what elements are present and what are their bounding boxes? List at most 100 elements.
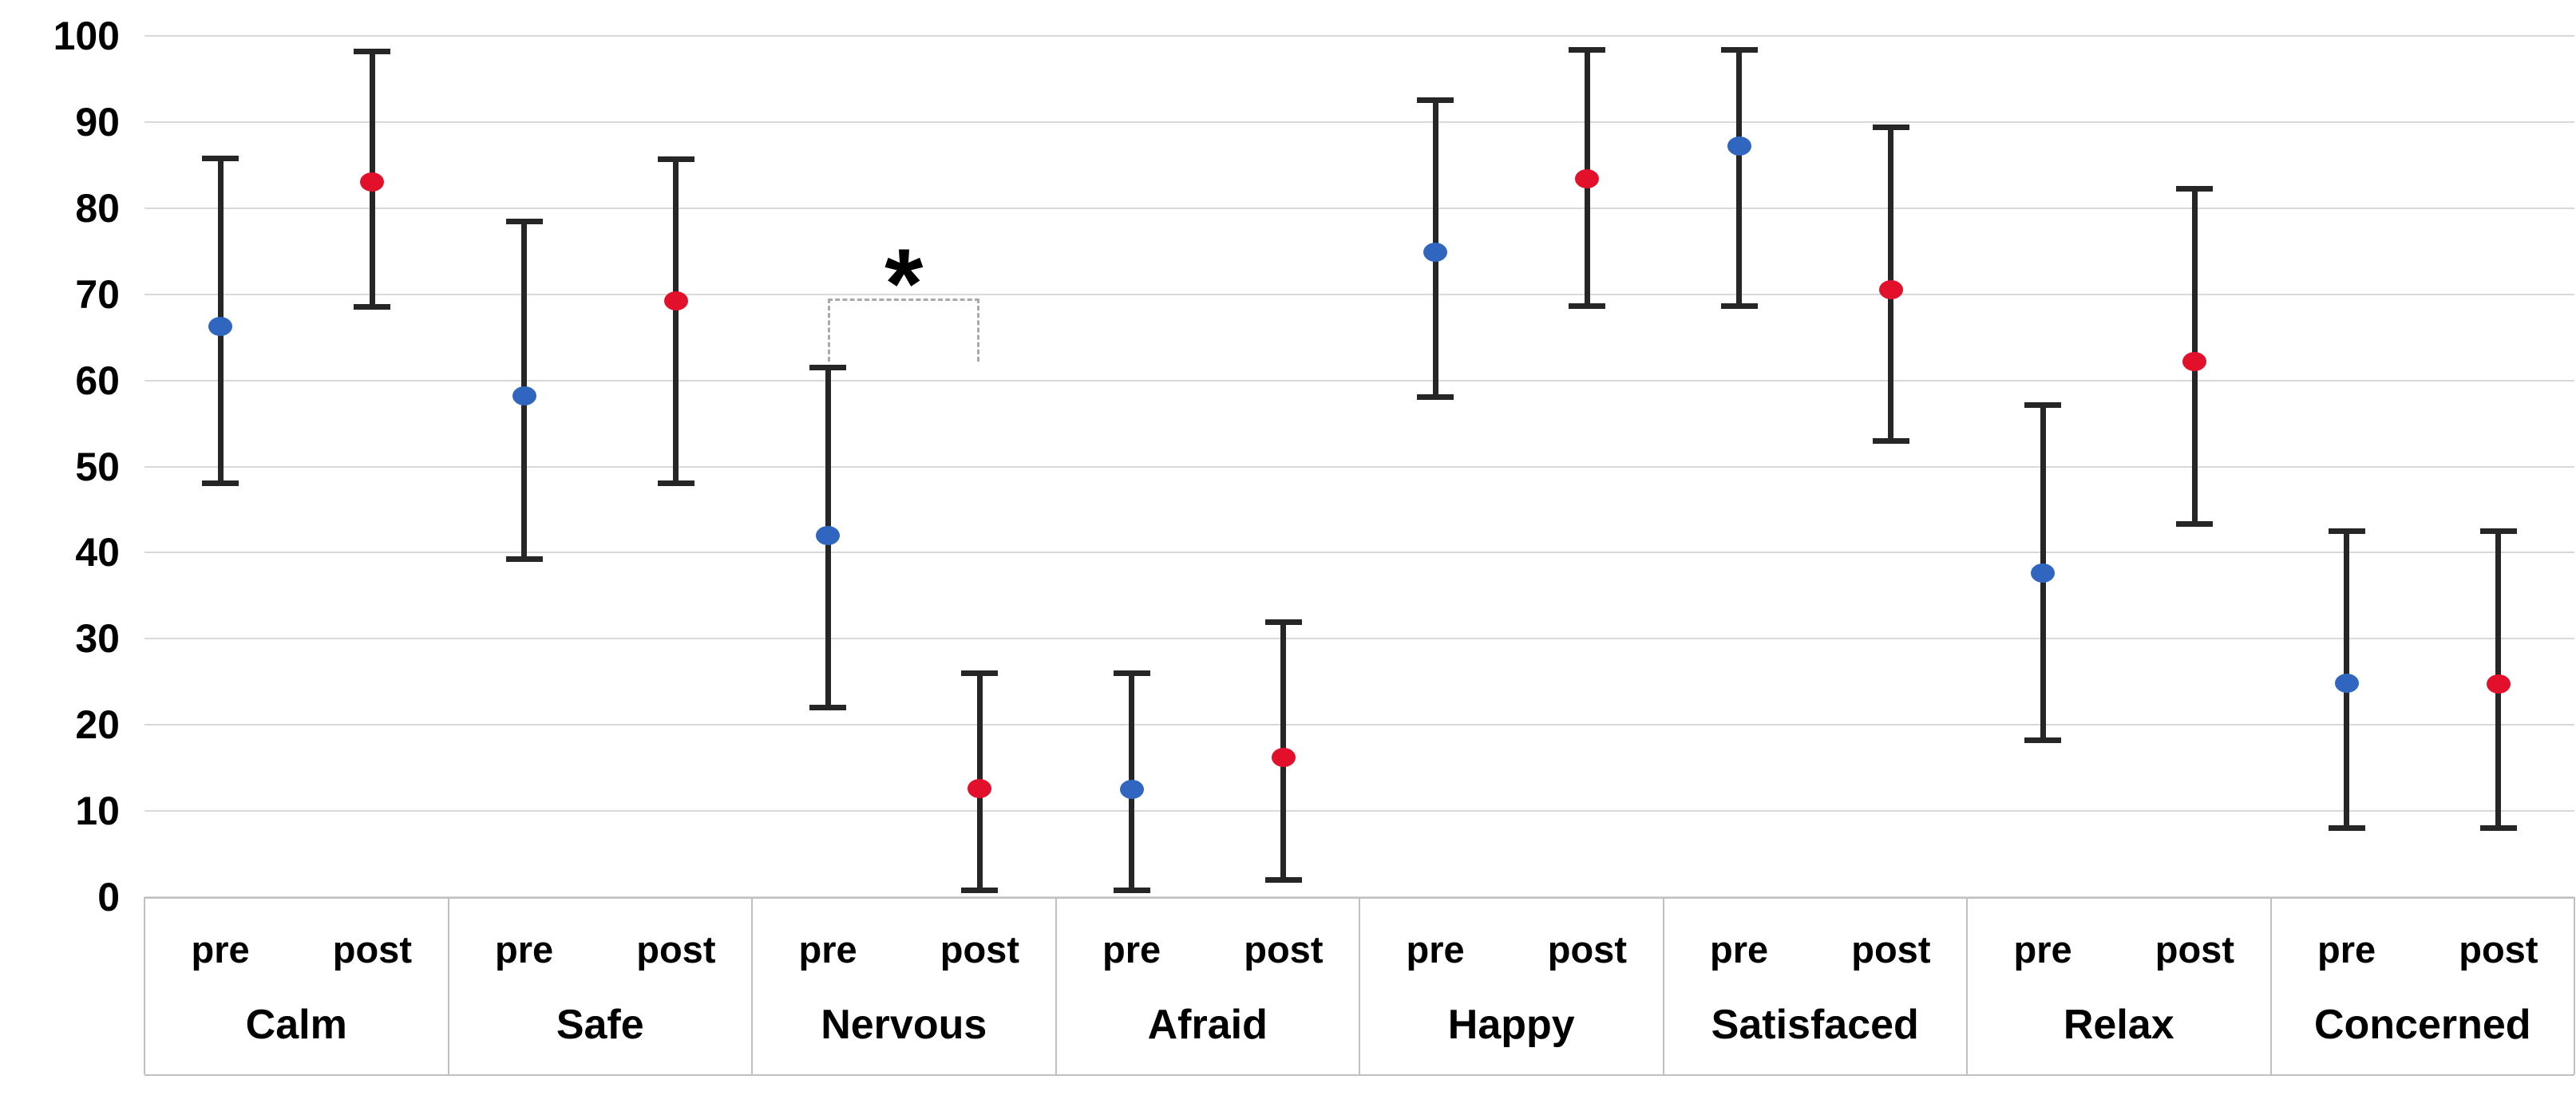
error-bar-cap-bottom-satisfaced-post — [1872, 438, 1909, 445]
error-bar-cap-top-safe-post — [657, 156, 694, 163]
error-bar-cap-bottom-safe-pre — [505, 556, 543, 563]
data-point-relax-post — [2182, 351, 2207, 371]
error-bar-cap-bottom-concerned-post — [2479, 824, 2517, 831]
error-bar-cap-top-afraid-pre — [1113, 670, 1150, 677]
data-point-nervous-post — [967, 779, 992, 799]
data-point-calm-pre — [208, 316, 233, 336]
error-bar-cap-top-afraid-post — [1264, 619, 1302, 625]
error-bar-satisfaced-pre — [1736, 49, 1743, 306]
error-bar-cap-top-satisfaced-pre — [1720, 47, 1758, 53]
category-cell-border — [1359, 897, 1360, 1074]
x-category-label-happy: Happy — [1447, 1002, 1575, 1048]
category-cell-border — [1662, 897, 1664, 1074]
y-tick-label-40: 40 — [75, 530, 120, 575]
gridline-20 — [144, 724, 2574, 726]
category-cell-border — [447, 897, 449, 1074]
x-sub-label-post-calm: post — [332, 928, 412, 971]
gridline-100 — [144, 35, 2574, 37]
category-cell-border — [144, 897, 145, 1074]
gridline-50 — [144, 465, 2574, 468]
x-sub-label-pre-concerned: pre — [2317, 928, 2376, 971]
y-tick-label-30: 30 — [75, 616, 120, 662]
label-area-bottom-border — [144, 1074, 2574, 1076]
error-bar-cap-top-concerned-post — [2479, 528, 2517, 535]
error-bar-cap-top-happy-pre — [1417, 97, 1454, 103]
error-bar-cap-top-calm-post — [354, 49, 391, 55]
error-bar-cap-bottom-calm-pre — [202, 480, 239, 487]
significance-asterisk: * — [884, 229, 924, 340]
x-sub-label-pre-safe: pre — [495, 928, 554, 971]
gridline-60 — [144, 379, 2574, 382]
data-point-concerned-post — [2486, 674, 2511, 694]
data-point-calm-post — [360, 172, 385, 192]
gridline-80 — [144, 207, 2574, 209]
error-bar-cap-bottom-afraid-post — [1264, 877, 1302, 884]
y-tick-label-60: 60 — [75, 358, 120, 403]
gridline-40 — [144, 552, 2574, 554]
error-bar-cap-bottom-happy-post — [1569, 302, 1606, 309]
significance-bracket-right-drop — [977, 299, 980, 362]
data-point-happy-pre — [1423, 242, 1448, 262]
y-tick-label-20: 20 — [75, 702, 120, 748]
error-bar-cap-bottom-safe-post — [657, 480, 694, 487]
gridline-90 — [144, 121, 2574, 123]
category-cell-border — [2574, 897, 2575, 1074]
y-tick-label-50: 50 — [75, 444, 120, 489]
y-tick-label-100: 100 — [53, 14, 120, 58]
x-sub-label-pre-afraid: pre — [1102, 928, 1161, 971]
error-bar-cap-bottom-happy-pre — [1417, 394, 1454, 401]
error-bar-cap-top-concerned-pre — [2328, 528, 2365, 535]
x-sub-label-pre-nervous: pre — [798, 928, 857, 971]
x-category-label-safe: Safe — [556, 1002, 644, 1048]
category-cell-border — [751, 897, 753, 1074]
y-tick-label-70: 70 — [75, 271, 120, 317]
x-sub-label-post-concerned: post — [2459, 928, 2538, 971]
data-point-satisfaced-post — [1878, 280, 1903, 300]
x-sub-label-post-happy: post — [1547, 928, 1627, 971]
x-sub-label-pre-calm: pre — [191, 928, 250, 971]
x-category-label-afraid: Afraid — [1147, 1002, 1268, 1048]
category-cell-border — [1966, 897, 1968, 1074]
error-bar-cap-bottom-nervous-post — [961, 888, 999, 894]
error-bar-cap-bottom-nervous-pre — [809, 704, 847, 710]
x-sub-label-pre-happy: pre — [1406, 928, 1465, 971]
x-axis-line — [144, 897, 2574, 899]
data-point-happy-post — [1575, 169, 1600, 189]
x-sub-label-pre-satisfaced: pre — [1710, 928, 1769, 971]
error-bar-cap-bottom-concerned-pre — [2328, 824, 2365, 831]
error-bar-cap-bottom-relax-pre — [2024, 737, 2062, 743]
error-bar-cap-top-satisfaced-post — [1872, 125, 1909, 131]
y-tick-label-10: 10 — [75, 789, 120, 834]
error-bar-cap-bottom-relax-post — [2176, 520, 2214, 527]
error-bar-cap-top-safe-pre — [505, 218, 543, 224]
x-category-label-calm: Calm — [245, 1002, 347, 1048]
y-tick-label-90: 90 — [75, 99, 120, 144]
x-sub-label-post-safe: post — [636, 928, 716, 971]
error-bar-cap-top-nervous-post — [961, 670, 999, 677]
error-bar-safe-post — [673, 159, 679, 484]
error-bar-cap-top-relax-pre — [2024, 401, 2062, 408]
error-bar-cap-bottom-afraid-pre — [1113, 888, 1150, 894]
x-sub-label-post-relax: post — [2155, 928, 2234, 971]
y-tick-label-80: 80 — [75, 185, 120, 231]
error-bar-cap-top-calm-pre — [202, 156, 239, 162]
x-category-label-concerned: Concerned — [2313, 1002, 2531, 1048]
x-sub-label-post-afraid: post — [1244, 928, 1324, 971]
x-category-label-relax: Relax — [2063, 1002, 2174, 1048]
error-bar-cap-top-nervous-pre — [809, 365, 847, 371]
error-bar-cap-bottom-calm-post — [354, 303, 391, 310]
x-category-label-nervous: Nervous — [821, 1002, 987, 1048]
data-point-nervous-pre — [816, 525, 841, 545]
error-bar-cap-top-happy-post — [1569, 47, 1606, 53]
category-cell-border — [1055, 897, 1057, 1074]
x-sub-label-pre-relax: pre — [2013, 928, 2072, 971]
x-category-label-satisfaced: Satisfaced — [1711, 1002, 1919, 1048]
data-point-relax-pre — [2031, 563, 2056, 583]
data-point-concerned-pre — [2334, 674, 2359, 694]
gridline-70 — [144, 293, 2574, 295]
data-point-safe-pre — [512, 386, 536, 406]
gridline-10 — [144, 810, 2574, 813]
data-point-afraid-post — [1271, 748, 1296, 768]
data-point-afraid-pre — [1119, 780, 1144, 800]
